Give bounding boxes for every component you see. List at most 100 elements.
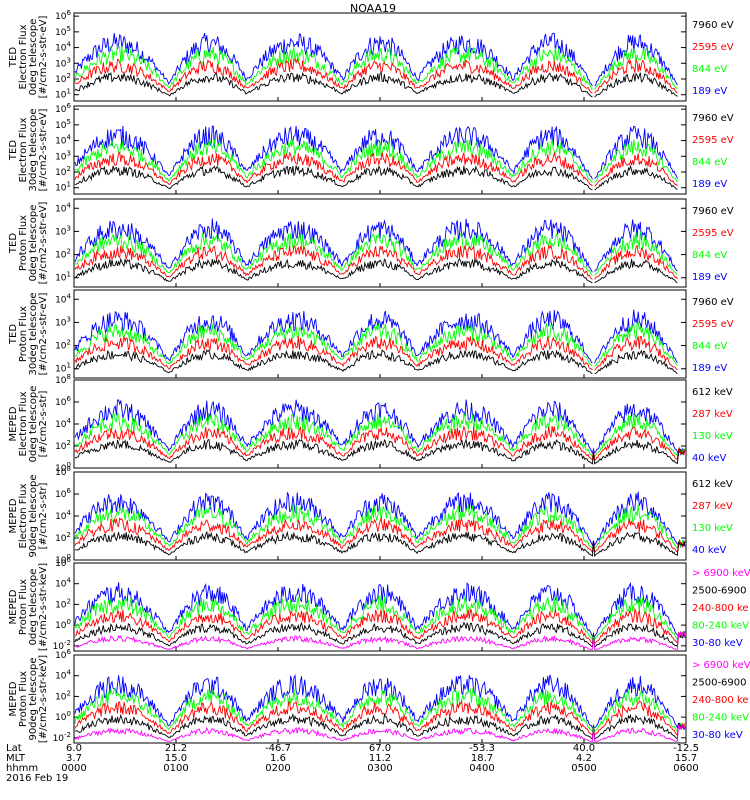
x-row-label: Lat bbox=[6, 743, 22, 754]
panel-frame bbox=[73, 12, 687, 102]
y-tick-label: 100 bbox=[55, 461, 71, 474]
legend-entry: 844 eV bbox=[692, 157, 727, 168]
series-trace-magenta bbox=[74, 630, 686, 650]
legend-entry: 844 eV bbox=[692, 250, 727, 261]
x-row-label: hhmm bbox=[6, 763, 38, 774]
series-trace-black bbox=[74, 530, 686, 558]
series-trace-green bbox=[74, 595, 686, 642]
legend-entry: 189 eV bbox=[692, 272, 727, 283]
panel-5: 100 102 104 106 108 MEPEDElectron Flux0deg te… bbox=[8, 373, 733, 474]
y-tick-label: 100 bbox=[55, 553, 71, 566]
legend-entry: 7960 eV bbox=[692, 297, 734, 308]
series-trace-blue bbox=[74, 32, 678, 87]
x-tick-label-hhmm: 0600 bbox=[673, 763, 698, 774]
y-tick-label: 10-2 bbox=[53, 639, 71, 652]
chart-title: NOAA19 bbox=[350, 2, 396, 15]
series-trace-red bbox=[74, 57, 678, 94]
legend-entry: 80-240 keV bbox=[692, 621, 749, 632]
legend-entry: 2595 eV bbox=[692, 135, 734, 146]
series-trace-black bbox=[74, 71, 678, 98]
y-axis-label: TEDProton Flux30deg telescope[#/cm2-s-st… bbox=[8, 292, 49, 375]
x-tick-label-mlt: 15.7 bbox=[675, 753, 697, 764]
date-label: 2016 Feb 19 bbox=[6, 773, 68, 784]
legend-entry: 130 keV bbox=[692, 431, 733, 442]
y-tick-label: 103 bbox=[55, 149, 71, 162]
y-tick-label: 102 bbox=[55, 339, 71, 352]
legend-entry: 844 eV bbox=[692, 64, 727, 75]
y-tick-label: 10-2 bbox=[53, 731, 71, 744]
y-tick-label: 106 bbox=[55, 648, 71, 661]
y-tick-label: 101 bbox=[55, 362, 71, 375]
y-tick-label: 106 bbox=[55, 102, 71, 115]
series-trace-blue bbox=[74, 673, 686, 731]
legend-entry: 40 keV bbox=[692, 545, 726, 556]
y-tick-label: 102 bbox=[55, 439, 71, 452]
legend-entry: 40 keV bbox=[692, 453, 726, 464]
y-axis-label: MEPEDProton Flux90deg telescope[#/cm2-s-… bbox=[8, 655, 49, 743]
x-tick-label-mlt: 18.7 bbox=[471, 753, 493, 764]
series-trace-magenta bbox=[74, 723, 686, 742]
y-tick-label: 104 bbox=[55, 577, 71, 590]
x-tick-label-lat: -46.7 bbox=[265, 743, 291, 754]
series-trace-black bbox=[74, 438, 686, 465]
x-tick-label-hhmm: 0500 bbox=[571, 763, 596, 774]
legend-entry: > 6900 keV bbox=[692, 568, 750, 579]
legend-entry: 612 keV bbox=[692, 387, 733, 398]
legend-entry: 2500-6900 bbox=[692, 677, 747, 688]
legend-entry: 30-80 keV bbox=[692, 730, 743, 741]
x-tick-label-hhmm: 0400 bbox=[469, 763, 494, 774]
y-tick-label: 104 bbox=[55, 292, 71, 305]
x-tick-label-mlt: 3.7 bbox=[66, 753, 82, 764]
y-axis-label: MEPEDElectron Flux90deg telescope[#/cm2-… bbox=[8, 474, 49, 557]
legend-entry: 7960 eV bbox=[692, 206, 734, 217]
x-tick-label-mlt: 4.2 bbox=[576, 753, 592, 764]
series-trace-green bbox=[74, 504, 686, 551]
x-tick-label-mlt: 15.0 bbox=[165, 753, 187, 764]
legend-entry: 30-80 keV bbox=[692, 638, 743, 649]
y-axis-label: TEDElectron Flux0deg telescope[#/cm2-s-s… bbox=[8, 16, 49, 99]
y-tick-label: 101 bbox=[55, 181, 71, 194]
y-tick-label: 104 bbox=[55, 509, 71, 522]
y-axis-label: TEDElectron Flux30deg telescope[#/cm2-s-… bbox=[8, 108, 49, 191]
legend-entry: 189 eV bbox=[692, 363, 727, 374]
series-trace-red bbox=[74, 151, 678, 187]
y-tick-label: 104 bbox=[55, 417, 71, 430]
panel-frame bbox=[73, 289, 687, 379]
series-trace-blue bbox=[74, 218, 678, 273]
y-tick-label: 103 bbox=[55, 315, 71, 328]
legend-entry: 844 eV bbox=[692, 341, 727, 352]
panels: 101 102 103 104 105 106 TEDElectron Flux0deg t… bbox=[8, 9, 750, 744]
x-tick-label-lat: 67.0 bbox=[369, 743, 391, 754]
legend-entry: 240-800 ke bbox=[692, 695, 749, 706]
y-tick-label: 101 bbox=[55, 88, 71, 101]
y-tick-label: 106 bbox=[55, 487, 71, 500]
y-tick-label: 106 bbox=[55, 9, 71, 22]
y-tick-label: 108 bbox=[55, 465, 71, 478]
legend-entry: 80-240 keV bbox=[692, 713, 749, 724]
y-tick-label: 103 bbox=[55, 56, 71, 69]
x-tick-label-lat: -53.3 bbox=[469, 743, 495, 754]
legend-entry: 612 keV bbox=[692, 479, 733, 490]
legend-entry: 287 keV bbox=[692, 409, 733, 420]
legend-entry: 7960 eV bbox=[692, 113, 734, 124]
y-axis-label: MEPEDProton Flux0deg telescope[#/cm2-s-s… bbox=[8, 563, 49, 651]
panel-8: 10-2 100 102 104 106 MEPEDProton Flux90deg te… bbox=[8, 648, 750, 744]
y-tick-label: 105 bbox=[55, 118, 71, 131]
series-trace-blue bbox=[74, 581, 686, 638]
panel-7: 10-2 100 102 104 106 MEPEDProton Flux0deg tel… bbox=[8, 556, 750, 652]
panel-6: 100 102 104 106 108 MEPEDElectron Flux90deg t… bbox=[8, 465, 733, 566]
legend-entry: 2595 eV bbox=[692, 42, 734, 53]
y-tick-label: 104 bbox=[55, 41, 71, 54]
series-trace-red bbox=[74, 516, 686, 554]
x-tick-label-mlt: 1.6 bbox=[270, 753, 286, 764]
legend-entry: > 6900 keV bbox=[692, 660, 750, 671]
legend-entry: 287 keV bbox=[692, 501, 733, 512]
y-tick-label: 102 bbox=[55, 597, 71, 610]
series-trace-black bbox=[74, 348, 678, 375]
series-trace-black bbox=[74, 164, 678, 191]
series-trace-red bbox=[74, 425, 686, 461]
y-axis-label: TEDProton Flux0deg telescope[#/cm2-s-str… bbox=[8, 202, 49, 285]
x-tick-label-hhmm: 0000 bbox=[61, 763, 86, 774]
y-tick-label: 104 bbox=[55, 201, 71, 214]
